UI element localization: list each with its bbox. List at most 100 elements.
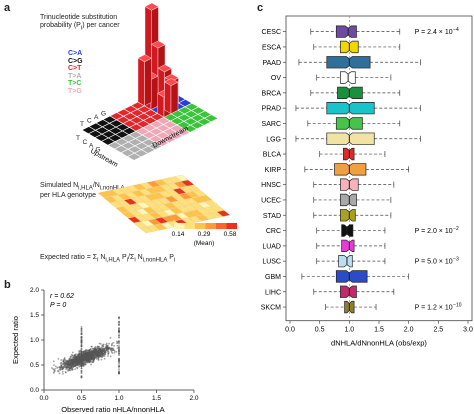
data-point — [80, 360, 83, 363]
panel-a-letter: a — [4, 2, 11, 14]
data-point — [93, 347, 96, 349]
data-point — [80, 325, 83, 328]
bar-top — [157, 64, 172, 73]
data-point — [72, 363, 74, 366]
data-point — [88, 360, 91, 363]
data-point — [66, 362, 69, 364]
data-point — [118, 362, 120, 365]
data-point — [59, 368, 62, 371]
data-point — [80, 336, 83, 339]
data-point — [80, 358, 83, 361]
data-point — [80, 330, 83, 333]
data-point — [80, 328, 83, 331]
data-point — [118, 316, 120, 319]
x-tick-label: 3.0 — [463, 327, 473, 334]
data-point — [106, 345, 109, 348]
data-point — [52, 360, 55, 363]
heatmap-cell — [198, 195, 213, 202]
bar-top — [137, 54, 152, 63]
data-point — [100, 353, 103, 356]
legend-entry: T>A — [68, 72, 82, 80]
bar-top — [144, 2, 159, 11]
data-point — [100, 346, 103, 349]
y-axis-label: Expected ratio — [11, 316, 20, 364]
data-point — [100, 358, 103, 361]
data-point — [92, 356, 95, 359]
data-point — [108, 342, 110, 345]
data-point — [54, 367, 56, 370]
data-point — [89, 347, 92, 350]
data-point — [118, 334, 120, 337]
data-point — [104, 353, 107, 356]
data-point — [118, 320, 120, 323]
x-tick-label: 2.0 — [404, 327, 414, 334]
data-point — [80, 367, 83, 370]
box — [335, 25, 357, 38]
downstream-base-label: C — [83, 139, 88, 146]
data-point — [63, 362, 66, 365]
downstream-base-label: A — [89, 143, 94, 150]
simulated-label: Simulated Ni,HLA/Ni,nonHLA per HLA genot… — [40, 182, 125, 200]
upstream-base-label: T — [80, 121, 84, 128]
colorbar: 0.14 0.29 0.58 (Mean) — [172, 223, 237, 247]
category-label: LIHC — [265, 289, 281, 296]
data-point — [69, 364, 71, 366]
heatmap-cell — [174, 175, 189, 182]
data-point — [58, 372, 61, 375]
bar-top — [151, 40, 166, 49]
bar-side — [137, 57, 145, 107]
data-point — [56, 367, 58, 369]
data-point — [113, 351, 116, 354]
data-point — [74, 353, 77, 356]
category-label: ESCA — [262, 44, 281, 51]
data-point — [94, 354, 97, 357]
x-tick-label: 2.5 — [433, 327, 443, 334]
data-point — [88, 356, 91, 359]
data-point — [118, 361, 120, 364]
colorbar-segment — [216, 223, 227, 229]
dnds-boxplot: CESC ESCA PAAD OV BRCA PRAD SARC LGG BLCA KIRP HNS… — [261, 15, 473, 348]
data-point — [62, 360, 65, 363]
data-point — [80, 362, 83, 364]
box — [326, 101, 375, 115]
data-point — [91, 355, 94, 358]
data-point — [70, 368, 73, 370]
p-value-exponent: −2 — [453, 226, 459, 232]
data-point — [76, 362, 79, 365]
data-point — [80, 350, 83, 353]
x-tick-label: 1.0 — [344, 327, 354, 334]
data-point — [98, 354, 100, 357]
box — [340, 285, 357, 298]
legend-entry: C>T — [68, 65, 82, 72]
category-label: LUSC — [262, 259, 281, 266]
data-point — [98, 342, 101, 345]
colorbar-segment — [205, 223, 216, 229]
data-point — [109, 336, 112, 339]
data-point — [84, 349, 87, 352]
data-point — [76, 367, 79, 370]
downstream-base-label: G — [96, 146, 101, 153]
data-point — [102, 345, 105, 348]
data-point — [64, 366, 67, 369]
colorbar-segment — [195, 223, 206, 229]
data-point — [99, 343, 102, 345]
box — [326, 56, 371, 69]
data-point — [63, 357, 66, 360]
data-point — [101, 356, 103, 359]
data-point — [84, 351, 87, 354]
data-point — [60, 364, 63, 367]
data-point — [75, 359, 77, 361]
data-point — [97, 356, 100, 359]
data-point — [98, 352, 101, 355]
data-point — [98, 345, 101, 348]
trinuc-label: Trinucleotide substitution probability (… — [40, 14, 120, 32]
data-point — [107, 355, 109, 357]
data-point — [112, 341, 115, 344]
data-point — [80, 345, 83, 348]
p-value-exponent: −3 — [453, 257, 459, 263]
data-point — [118, 335, 120, 338]
box — [337, 86, 363, 100]
data-point — [110, 344, 113, 347]
category-label: PRAD — [262, 106, 281, 113]
